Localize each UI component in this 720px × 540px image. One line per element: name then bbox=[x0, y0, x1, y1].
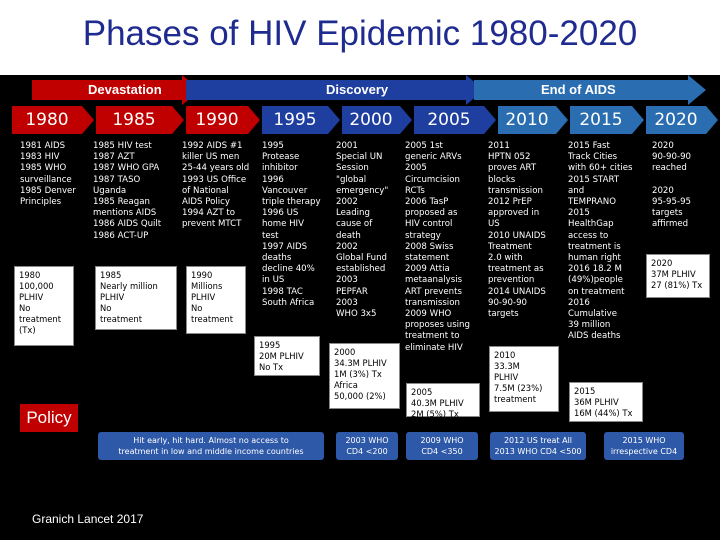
year-chevron bbox=[400, 106, 412, 134]
year-1990: 1990 bbox=[186, 106, 248, 134]
year-1980: 1980 bbox=[12, 106, 82, 134]
phase-discovery-label: Discovery bbox=[326, 82, 389, 97]
stat-box-1995: 1995 20M PLHIV No Tx bbox=[254, 336, 320, 376]
events-2010: 2011 HPTN 052 proves ART blocks transmis… bbox=[488, 141, 546, 320]
year-chevron bbox=[82, 106, 94, 134]
policy-item-2003: 2003 WHO CD4 <200 bbox=[336, 432, 398, 460]
policy-label: Policy bbox=[20, 404, 78, 432]
year-1995: 1995 bbox=[262, 106, 328, 134]
year-chevron bbox=[556, 106, 568, 134]
phase-end-arrow: End of AIDS bbox=[474, 75, 708, 105]
stat-box-1985: 1985 Nearly million PLHIV No treatment bbox=[95, 266, 177, 330]
stat-box-2010: 2010 33.3M PLHIV 7.5M (23%) treatment bbox=[489, 346, 559, 412]
events-1980: 1981 AIDS 1983 HIV 1985 WHO surveillance… bbox=[20, 141, 76, 208]
phase-discovery-arrow: Discovery bbox=[186, 75, 486, 105]
year-chevron bbox=[328, 106, 340, 134]
policy-item-2015: 2015 WHO irrespective CD4 bbox=[604, 432, 684, 460]
stat-box-1980: 1980 100,000 PLHIV No treatment (Tx) bbox=[14, 266, 74, 346]
page-title: Phases of HIV Epidemic 1980-2020 bbox=[82, 14, 638, 53]
stat-box-2015: 2015 36M PLHIV 16M (44%) Tx bbox=[569, 382, 643, 422]
events-2015: 2015 Fast Track Cities with 60+ cities 2… bbox=[568, 141, 633, 342]
year-2015: 2015 bbox=[570, 106, 632, 134]
year-2020: 2020 bbox=[646, 106, 706, 134]
year-chevron bbox=[248, 106, 260, 134]
citation: Granich Lancet 2017 bbox=[32, 512, 144, 526]
year-chevron bbox=[484, 106, 496, 134]
phase-devastation-label: Devastation bbox=[88, 82, 162, 97]
events-1985: 1985 HIV test 1987 AZT 1987 WHO GPA 1987… bbox=[93, 141, 162, 241]
events-1995: 1995 Protease inhibitor 1996 Vancouver t… bbox=[262, 141, 321, 308]
year-2010: 2010 bbox=[498, 106, 556, 134]
policy-item-early: Hit early, hit hard. Almost no access to… bbox=[98, 432, 324, 460]
year-chevron bbox=[706, 106, 718, 134]
year-2000: 2000 bbox=[342, 106, 400, 134]
phase-end-label: End of AIDS bbox=[541, 82, 616, 97]
stat-box-2020: 2020 37M PLHIV 27 (81%) Tx bbox=[646, 254, 710, 298]
year-2005: 2005 bbox=[414, 106, 484, 134]
events-2005: 2005 1st generic ARVs 2005 Circumcision … bbox=[405, 141, 470, 353]
events-2020: 2020 90-90-90 reached 2020 95-95-95 targ… bbox=[652, 141, 692, 230]
stat-box-2005: 2005 40.3M PLHIV 2M (5%) Tx bbox=[406, 383, 480, 419]
events-1990: 1992 AIDS #1 killer US men 25-44 years o… bbox=[182, 141, 250, 230]
year-chevron bbox=[632, 106, 644, 134]
phase-devastation-arrow: Devastation bbox=[32, 75, 202, 105]
year-1985: 1985 bbox=[96, 106, 172, 134]
year-chevron bbox=[172, 106, 184, 134]
policy-item-2009: 2009 WHO CD4 <350 bbox=[406, 432, 478, 460]
events-2000: 2001 Special UN Session "global emergenc… bbox=[336, 141, 389, 320]
stat-box-1990: 1990 Millions PLHIV No treatment bbox=[186, 266, 246, 334]
stat-box-2000: 2000 34.3M PLHIV 1M (3%) Tx Africa 50,00… bbox=[329, 343, 400, 409]
policy-item-2012: 2012 US treat All 2013 WHO CD4 <500 bbox=[490, 432, 586, 460]
